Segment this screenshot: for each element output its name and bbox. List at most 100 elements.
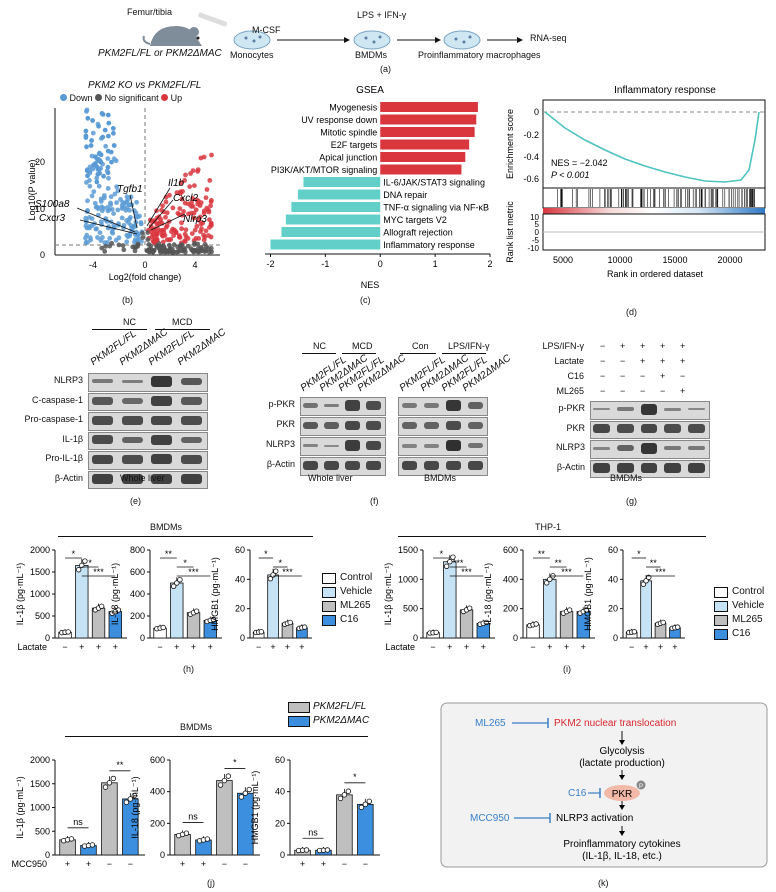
title-line-i (398, 536, 706, 537)
x-mark: + (672, 642, 677, 652)
x-mark: − (363, 859, 368, 869)
workflow-diagram (233, 30, 523, 50)
ml265-inhibitor: ML265 (475, 718, 506, 729)
x-mark: + (658, 642, 663, 652)
blot-band (640, 424, 658, 434)
blot-band (180, 415, 202, 425)
blot-band (445, 460, 461, 471)
gsea-bar (297, 189, 381, 200)
bar-ytick: 40 (608, 574, 618, 584)
volcano-point (84, 168, 90, 174)
condition-mark: − (640, 386, 646, 396)
data-point (68, 836, 75, 842)
volcano-point (132, 245, 138, 250)
rank-tick-m10: -10 (527, 244, 539, 253)
x-row-label: Lactate (385, 642, 415, 652)
volcano-point (104, 240, 110, 245)
volcano-point (191, 215, 197, 221)
x-mark: − (430, 642, 435, 652)
volcano-point (115, 188, 121, 194)
bar (170, 582, 184, 639)
es-tick-0: 0 (534, 107, 539, 117)
blot-band (92, 473, 114, 484)
condition-mark: − (660, 386, 666, 396)
volcano-point (132, 237, 138, 242)
blot-row-label: PKR (566, 422, 585, 433)
significance-mark: *** (453, 558, 464, 568)
volcano-point (170, 205, 176, 211)
caption-f1: Whole liver (308, 473, 353, 483)
blot-row-label: NLRP3 (555, 442, 585, 452)
x-mark: + (65, 859, 70, 869)
data-point (170, 583, 177, 589)
volcano-point (120, 243, 126, 248)
volcano-point (110, 230, 116, 236)
blot-strip (300, 417, 386, 436)
blot-band (467, 422, 483, 429)
volcano-point (201, 232, 207, 238)
volcano-point (85, 173, 90, 179)
step-cytokines: Proinflammatory cytokines (563, 839, 680, 850)
condition-mark: + (680, 356, 686, 366)
data-point (177, 577, 183, 583)
bar-ytick: 200 (503, 604, 518, 614)
blot-band (616, 445, 634, 452)
legend-label: Vehicle (732, 600, 765, 611)
volcano-point (139, 239, 144, 244)
gsea-xtick: 1 (433, 259, 438, 269)
blot-strip (300, 457, 386, 476)
data-point (217, 782, 224, 788)
group-lps-f: LPS/IFN-γ (448, 341, 490, 351)
gsea-bar (285, 214, 381, 225)
step-bmdms: BMDMs (355, 50, 387, 60)
volcano-point (145, 230, 151, 235)
significance-mark: * (353, 772, 357, 782)
genotype-label: PKM2FL/FL or PKM2ΔMAC (98, 48, 222, 59)
bar-ylabel: HMGB1 (pg·mL⁻¹) (583, 557, 593, 631)
volcano-point (204, 244, 209, 250)
x-mark: + (86, 859, 91, 869)
volcano-point (103, 143, 109, 149)
x-mark: + (547, 642, 552, 652)
bar-ytick: 1000 (30, 803, 50, 813)
blot-band (593, 408, 611, 411)
volcano-point (175, 244, 181, 250)
x-mark: − (62, 642, 67, 652)
volcano-point (97, 150, 102, 156)
blot-row-label: p-PKR (558, 403, 585, 413)
es-tick-04: -0.4 (523, 152, 539, 162)
volcano-point (201, 154, 207, 160)
gsea-category-label: DNA repair (383, 190, 427, 200)
panel-letter-c: (c) (360, 295, 371, 305)
x-mark: − (107, 859, 112, 869)
bar-ytick: 400 (130, 589, 145, 599)
volcano-point (85, 115, 91, 121)
data-point (174, 580, 180, 586)
bar-ytick: 40 (235, 574, 245, 584)
significance-mark: ns (188, 811, 198, 821)
group-line-con-f (400, 353, 436, 354)
blot-band (401, 443, 417, 448)
blot-band (423, 443, 439, 448)
blot-row-label: C-caspase-1 (31, 394, 83, 405)
volcano-plot: 0 10 20 -4 0 4 Log2(fold change) Log10(P… (27, 107, 220, 282)
volcano-point (103, 244, 108, 249)
condition-label: LPS/IFN-γ (542, 341, 584, 351)
bar-ytick: 200 (130, 611, 145, 621)
blot-row-label: NLRP3 (265, 439, 295, 449)
xtick-4: 4 (192, 260, 197, 270)
blot-strip (300, 437, 386, 456)
bar-ytick: 1500 (398, 545, 418, 555)
group-line-nc-e (92, 329, 147, 330)
blot-band (92, 454, 114, 464)
volcano-point (192, 183, 197, 188)
gsea-category-label: Apical junction (319, 153, 377, 163)
volcano-point (83, 128, 89, 134)
volcano-point (90, 130, 96, 136)
blot-band (664, 462, 682, 473)
data-point (566, 607, 573, 613)
bar-ytick: 1500 (30, 779, 50, 789)
data-point (193, 608, 200, 614)
condition-mark: − (620, 386, 626, 396)
